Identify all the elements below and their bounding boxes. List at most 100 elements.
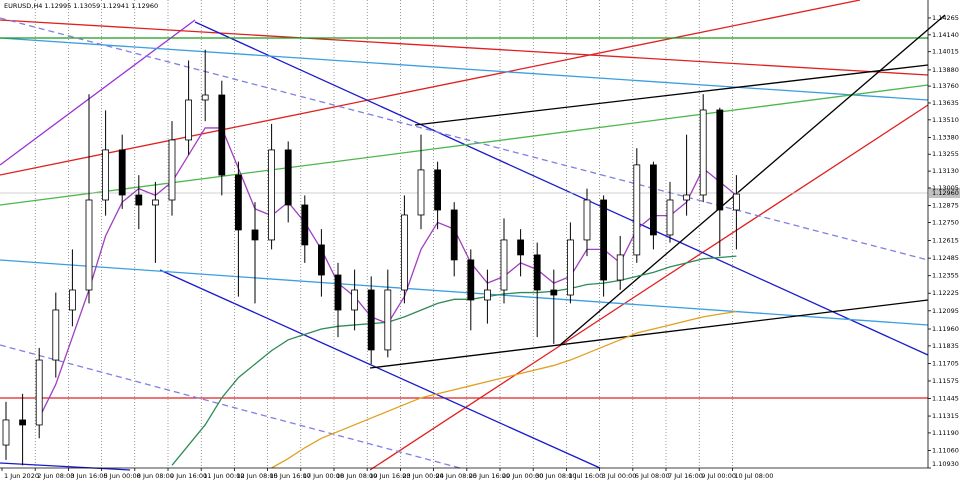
y-tick-label: 1.13760 bbox=[932, 82, 959, 90]
x-tick-label: 9 Jun 16:00 bbox=[170, 472, 207, 480]
candle-body bbox=[168, 139, 176, 201]
trendlines bbox=[0, 0, 946, 471]
y-tick-label: 1.10930 bbox=[932, 460, 959, 468]
candle-body bbox=[151, 199, 159, 206]
candle-body bbox=[218, 94, 226, 176]
candle-body bbox=[716, 109, 724, 211]
y-tick-label: 1.11705 bbox=[932, 359, 959, 367]
chart-title: EURUSD,H4 1.12995 1.13059 1.12941 1.1296… bbox=[4, 2, 158, 10]
candle-body bbox=[19, 419, 27, 426]
candle-body bbox=[650, 164, 657, 236]
candle-body bbox=[666, 199, 674, 236]
candle-body bbox=[317, 244, 325, 276]
moving-average bbox=[271, 310, 737, 469]
x-tick-label: 3 Jul 00:00 bbox=[602, 472, 637, 480]
x-tick-label: 1 Jun 2020 bbox=[4, 472, 39, 480]
candle-body bbox=[583, 199, 591, 241]
x-tick-label: 24 Jun 08:00 bbox=[436, 472, 477, 480]
x-tick-label: 2 Jun 08:00 bbox=[37, 472, 74, 480]
candle-body bbox=[201, 94, 209, 101]
candle-body bbox=[417, 169, 425, 216]
x-tick-label: 11 Jun 00:00 bbox=[203, 472, 244, 480]
candle-body bbox=[517, 239, 524, 256]
y-tick-label: 1.13880 bbox=[932, 66, 959, 74]
trendline bbox=[369, 299, 929, 369]
x-tick-label: 23 Jun 00:00 bbox=[402, 472, 443, 480]
candle-body bbox=[384, 289, 392, 351]
x-tick-label: 1 Jul 16:00 bbox=[568, 472, 603, 480]
candle-body bbox=[600, 199, 607, 281]
candle-body bbox=[69, 289, 76, 311]
candle-body bbox=[351, 289, 359, 311]
x-tick-label: 29 Jun 00:00 bbox=[502, 472, 543, 480]
y-tick-label: 1.11575 bbox=[932, 377, 959, 385]
y-tick-label: 1.12355 bbox=[932, 272, 959, 280]
trendline bbox=[0, 84, 929, 206]
candle-body bbox=[733, 193, 740, 211]
candle-body bbox=[434, 169, 442, 211]
y-tick-label: 1.14015 bbox=[932, 48, 959, 56]
candle-body bbox=[185, 99, 193, 141]
candle-body bbox=[567, 239, 574, 296]
candle-body bbox=[616, 254, 624, 281]
y-tick-label: 1.12615 bbox=[932, 237, 959, 245]
x-tick-label: 5 Jun 00:00 bbox=[104, 472, 141, 480]
channel-line bbox=[194, 21, 929, 356]
candle-body bbox=[135, 194, 143, 206]
y-tick-label: 1.13255 bbox=[932, 150, 959, 158]
y-tick-label: 1.11445 bbox=[932, 395, 959, 403]
trendline bbox=[0, 259, 929, 326]
candle-body bbox=[400, 214, 408, 291]
candle-body bbox=[35, 359, 43, 426]
candle-body bbox=[467, 259, 475, 301]
trendline bbox=[0, 19, 196, 166]
x-tick-label: 12 Jun 08:00 bbox=[236, 472, 277, 480]
candle-body bbox=[301, 204, 309, 246]
moving-average bbox=[171, 255, 737, 466]
trendline bbox=[0, 37, 929, 101]
candle-body bbox=[533, 254, 541, 291]
candle-body bbox=[633, 164, 641, 256]
candle-body bbox=[500, 239, 508, 291]
price-tag bbox=[929, 188, 960, 198]
candle-body bbox=[367, 289, 375, 351]
y-tick-label: 1.12485 bbox=[932, 254, 959, 262]
y-tick-label: 1.12750 bbox=[932, 218, 959, 226]
candle-body bbox=[118, 149, 126, 196]
candle-body bbox=[683, 194, 690, 201]
trendline bbox=[0, 0, 861, 176]
candle-body bbox=[268, 149, 276, 241]
channel-line bbox=[0, 462, 131, 471]
candle-body bbox=[102, 149, 109, 201]
candle-body bbox=[450, 209, 458, 261]
y-tick-label: 1.11060 bbox=[932, 446, 959, 454]
y-tick-label: 1.13005 bbox=[932, 184, 959, 192]
y-tick-label: 1.11960 bbox=[932, 325, 959, 333]
x-tick-label: 8 Jun 08:00 bbox=[137, 472, 174, 480]
x-tick-label: 10 Jul 08:00 bbox=[734, 472, 773, 480]
x-tick-label: 17 Jun 00:00 bbox=[303, 472, 344, 480]
x-tick-label: 15 Jun 16:00 bbox=[270, 472, 311, 480]
trendline bbox=[414, 64, 929, 126]
x-tick-label: 19 Jun 16:00 bbox=[369, 472, 410, 480]
y-tick-label: 1.14140 bbox=[932, 31, 959, 39]
candle-body bbox=[334, 274, 342, 311]
trendline bbox=[369, 104, 929, 471]
candle-body bbox=[550, 289, 558, 296]
x-tick-label: 3 Jun 16:00 bbox=[70, 472, 107, 480]
grid bbox=[34, 0, 733, 468]
candle-body bbox=[85, 199, 93, 291]
candle-body bbox=[251, 229, 259, 241]
x-tick-label: 25 Jun 16:00 bbox=[469, 472, 510, 480]
y-tick-label: 1.11190 bbox=[932, 429, 959, 437]
x-tick-label: 6 Jul 08:00 bbox=[635, 472, 670, 480]
y-tick-label: 1.13130 bbox=[932, 167, 959, 175]
channel-line bbox=[159, 269, 601, 469]
y-tick-label: 1.12225 bbox=[932, 289, 959, 297]
x-tick-label: 30 Jun 08:00 bbox=[535, 472, 576, 480]
candle-body bbox=[483, 289, 491, 301]
y-tick-label: 1.12875 bbox=[932, 202, 959, 210]
y-tick-label: 1.13380 bbox=[932, 133, 959, 141]
